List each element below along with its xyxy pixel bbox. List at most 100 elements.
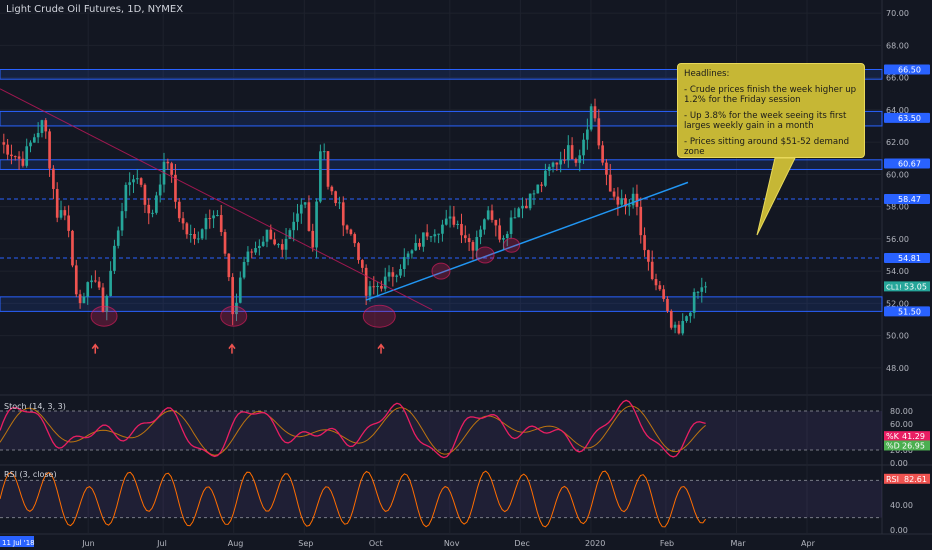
candle-body bbox=[223, 232, 227, 254]
time-tick-label: Dec bbox=[514, 539, 529, 548]
stoch-k-name: %K bbox=[886, 432, 900, 441]
candle-body bbox=[448, 216, 452, 219]
stoch-title: Stoch (14, 3, 3) bbox=[4, 402, 66, 411]
candle-body bbox=[288, 230, 292, 239]
callout-pointer bbox=[756, 157, 796, 236]
candle-body bbox=[532, 193, 536, 195]
candle-body bbox=[48, 131, 51, 169]
stoch-k-tag bbox=[884, 431, 930, 442]
candle-body bbox=[113, 245, 116, 271]
rsi-title: RSI (3, close) bbox=[4, 470, 57, 479]
candle-body bbox=[444, 218, 448, 225]
candle-body bbox=[307, 202, 311, 231]
candle-body bbox=[422, 232, 425, 247]
candle-body bbox=[303, 202, 307, 205]
candle-body bbox=[383, 276, 387, 289]
candle-body bbox=[387, 272, 391, 277]
candle-body bbox=[258, 245, 261, 249]
candle-body bbox=[570, 145, 574, 160]
stoch-tick-label: 60.00 bbox=[890, 420, 913, 429]
candle-body bbox=[547, 166, 551, 171]
candle-body bbox=[193, 234, 196, 239]
candle-body bbox=[563, 159, 566, 161]
price-level-tag bbox=[884, 253, 930, 264]
candle-body bbox=[74, 265, 78, 295]
candle-body bbox=[689, 312, 692, 317]
candle-body bbox=[544, 170, 547, 186]
candle-body bbox=[658, 285, 662, 290]
candle-body bbox=[643, 235, 646, 251]
stoch-d-line bbox=[0, 405, 706, 456]
arrow-up-icon bbox=[377, 343, 385, 354]
candle-body bbox=[574, 159, 578, 163]
candle-body bbox=[601, 145, 604, 163]
candle-body bbox=[319, 151, 322, 202]
price-level-label: 58.47 bbox=[898, 195, 921, 204]
candle-body bbox=[433, 234, 437, 237]
candle-body bbox=[105, 295, 109, 313]
candle-body bbox=[311, 230, 315, 248]
candle-body bbox=[463, 235, 467, 239]
highlight-circle bbox=[220, 305, 248, 327]
candle-body bbox=[494, 219, 498, 226]
candle-body bbox=[345, 225, 349, 230]
candle-body bbox=[273, 239, 276, 245]
candle-body bbox=[460, 223, 463, 236]
current-price-tag bbox=[884, 281, 930, 292]
candle-body bbox=[109, 270, 112, 296]
price-level-tag bbox=[884, 306, 930, 317]
highlight-circle bbox=[475, 246, 495, 264]
candle-body bbox=[59, 210, 63, 218]
candle-body bbox=[380, 285, 383, 289]
price-level-tag bbox=[884, 193, 930, 204]
price-tick-label: 70.00 bbox=[886, 9, 909, 18]
candle-body bbox=[639, 206, 643, 236]
candle-body bbox=[586, 129, 589, 140]
demand-zone bbox=[0, 69, 883, 80]
candle-body bbox=[158, 184, 162, 196]
candle-body bbox=[395, 275, 398, 277]
candle-body bbox=[90, 280, 93, 283]
candle-body bbox=[521, 205, 524, 209]
candle-body bbox=[418, 242, 421, 247]
price-level-tag bbox=[884, 64, 930, 75]
rsi-name: RSI bbox=[886, 475, 899, 484]
trendline-rising bbox=[365, 181, 689, 301]
rsi-tick-label: 0.00 bbox=[890, 526, 908, 535]
candle-body bbox=[353, 234, 357, 244]
candle-body bbox=[605, 162, 608, 175]
price-tick-label: 62.00 bbox=[886, 138, 909, 147]
candle-body bbox=[669, 311, 673, 328]
stoch-k-line bbox=[0, 399, 706, 459]
candle-body bbox=[97, 281, 101, 288]
candle-body bbox=[231, 277, 234, 315]
rsi-line bbox=[0, 470, 707, 528]
candle-body bbox=[177, 201, 181, 219]
candle-body bbox=[338, 202, 341, 204]
candle-body bbox=[78, 294, 82, 304]
candle-body bbox=[6, 144, 9, 155]
candle-body bbox=[502, 238, 505, 240]
first-date-label: 11 Jul '18 bbox=[2, 539, 35, 547]
headlines-callout: Headlines: - Crude prices finish the wee… bbox=[677, 63, 865, 158]
stoch-d-name: %D bbox=[886, 441, 900, 450]
candle-body bbox=[513, 217, 517, 219]
price-level-label: 60.67 bbox=[898, 160, 921, 169]
rsi-tick-label: 40.00 bbox=[890, 501, 913, 510]
candle-body bbox=[250, 251, 254, 253]
price-level-label: 54.81 bbox=[898, 254, 921, 263]
candle-body bbox=[402, 257, 406, 270]
time-tick-label: Aug bbox=[228, 539, 244, 548]
candle-body bbox=[55, 188, 59, 218]
candle-body bbox=[414, 242, 418, 251]
candle-body bbox=[155, 195, 158, 213]
candle-body bbox=[704, 286, 707, 288]
price-tick-label: 50.00 bbox=[886, 332, 909, 341]
candle-body bbox=[616, 196, 620, 205]
candle-body bbox=[128, 182, 132, 185]
rsi-band bbox=[0, 480, 882, 518]
price-tick-label: 52.00 bbox=[886, 299, 909, 308]
candle-body bbox=[292, 221, 296, 231]
price-level-label: 63.50 bbox=[898, 114, 921, 123]
